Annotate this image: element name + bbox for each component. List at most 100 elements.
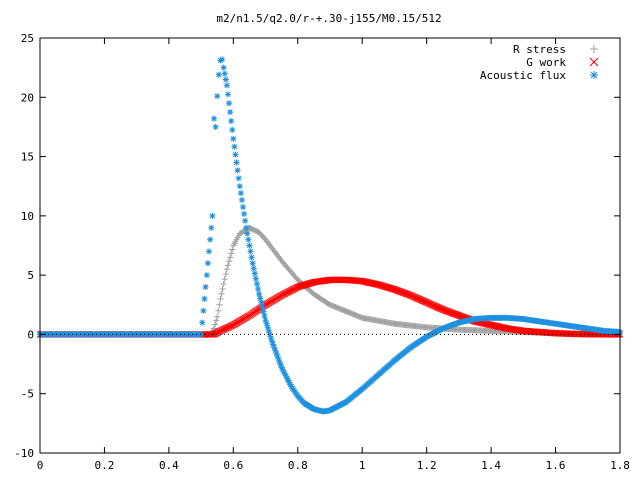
data-point	[455, 312, 463, 319]
data-point	[220, 64, 227, 71]
data-point	[250, 265, 257, 272]
data-point	[406, 291, 413, 299]
data-point	[277, 361, 284, 368]
data-point	[285, 377, 292, 384]
data-point	[236, 183, 243, 190]
data-point	[286, 379, 293, 386]
data-point	[259, 304, 266, 311]
data-point	[241, 210, 248, 217]
data-point	[234, 167, 241, 174]
data-point	[231, 143, 238, 150]
data-point	[266, 331, 273, 338]
y-tick-label: 20	[21, 91, 34, 104]
data-point	[391, 286, 398, 293]
x-tick-label: 1	[359, 459, 366, 472]
x-tick-label: 0	[37, 459, 44, 472]
data-point	[269, 338, 275, 345]
data-point	[229, 126, 236, 133]
data-point	[198, 331, 205, 338]
data-point	[228, 118, 235, 124]
data-point	[440, 306, 448, 314]
data-point	[452, 310, 459, 318]
data-point	[265, 327, 272, 334]
data-point	[217, 295, 224, 302]
plot-frame	[39, 37, 621, 454]
data-point	[227, 109, 234, 116]
data-point	[240, 203, 246, 210]
data-point	[271, 344, 278, 351]
data-point	[211, 115, 217, 122]
data-point	[219, 56, 226, 63]
data-point	[394, 287, 402, 294]
data-point	[396, 288, 404, 295]
x-tick-label: 0.2	[95, 459, 115, 472]
data-point	[253, 280, 260, 287]
x-tick-label: 0.4	[159, 459, 179, 472]
legend-marker	[590, 71, 598, 79]
data-point	[403, 290, 411, 298]
data-point	[395, 287, 403, 295]
legend-label: G work	[526, 56, 566, 69]
data-point	[204, 260, 211, 267]
data-point	[264, 324, 271, 331]
data-point	[223, 266, 230, 273]
data-point	[448, 309, 456, 317]
data-point	[273, 350, 280, 357]
data-point	[442, 307, 450, 315]
data-point	[274, 353, 281, 360]
data-point	[249, 260, 256, 267]
data-point	[242, 217, 249, 224]
data-point	[215, 307, 222, 314]
legend-label: Acoustic flux	[480, 69, 566, 82]
data-point	[441, 307, 449, 314]
legend-marker	[590, 45, 598, 53]
y-tick-label: 0	[27, 328, 34, 341]
data-point	[212, 123, 219, 130]
data-point	[203, 272, 210, 279]
data-point	[222, 271, 229, 278]
data-point	[261, 312, 268, 319]
data-point	[201, 295, 208, 302]
data-point	[251, 270, 258, 277]
data-point	[243, 224, 250, 231]
data-point	[444, 307, 451, 315]
data-point	[233, 159, 240, 166]
data-point	[284, 375, 291, 382]
data-point	[244, 230, 251, 237]
legend-marker	[589, 57, 599, 67]
data-point	[445, 308, 452, 315]
data-point	[199, 319, 206, 326]
data-point	[439, 306, 447, 313]
data-point	[272, 347, 279, 354]
y-tick-label: 25	[21, 32, 34, 45]
data-point	[280, 368, 287, 375]
data-point	[454, 311, 462, 319]
data-point	[202, 284, 209, 290]
data-point	[258, 299, 265, 306]
data-point	[456, 312, 464, 320]
data-point	[401, 289, 409, 297]
data-point	[278, 364, 285, 371]
data-point	[267, 334, 274, 341]
data-point	[208, 224, 215, 231]
data-point	[397, 288, 405, 296]
data-point	[226, 100, 233, 107]
data-point	[238, 197, 245, 204]
data-point	[257, 295, 264, 302]
data-point	[232, 151, 239, 158]
data-point	[223, 82, 230, 89]
x-tick-label: 1.2	[417, 459, 437, 472]
data-point	[252, 275, 259, 282]
data-point	[219, 285, 226, 292]
data-point	[209, 212, 216, 219]
data-point	[206, 248, 213, 255]
data-point	[224, 91, 231, 98]
x-tick-label: 1.4	[481, 459, 501, 472]
data-point	[230, 135, 237, 142]
data-point	[224, 262, 231, 269]
y-tick-label: 15	[21, 151, 34, 164]
data-point	[282, 373, 289, 380]
data-point	[281, 370, 288, 377]
